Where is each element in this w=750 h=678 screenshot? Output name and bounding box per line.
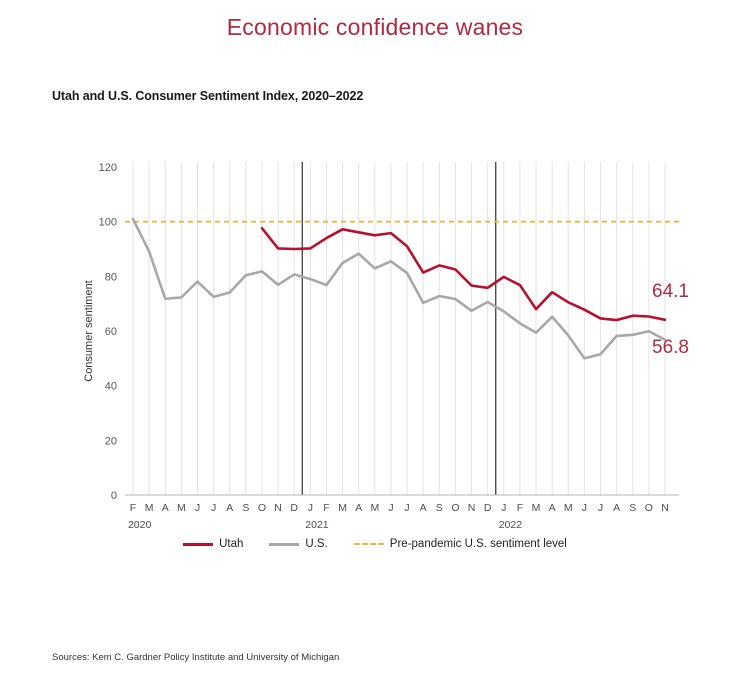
x-tick-label-month: O	[451, 502, 459, 514]
x-tick-label-month: F	[130, 502, 136, 514]
x-tick-label-year: 2021	[305, 519, 329, 531]
x-tick-label-month: J	[195, 502, 200, 514]
x-tick-label-month: A	[420, 502, 427, 514]
x-tick-label-month: M	[177, 502, 186, 514]
legend-label-utah: Utah	[219, 538, 244, 550]
gridlines	[132, 162, 666, 495]
x-tick-label-month: N	[468, 502, 476, 514]
x-tick-label-month: O	[258, 502, 266, 514]
x-tick-label-month: N	[274, 502, 282, 514]
x-axis-year-labels: 2020 2021 2022	[128, 519, 522, 531]
x-tick-label-month: D	[484, 502, 492, 514]
legend-label-us: U.S.	[305, 538, 328, 550]
x-tick-label-month: A	[162, 502, 169, 514]
legend-swatch-us-icon	[269, 542, 300, 546]
x-tick-label-month: A	[549, 502, 556, 514]
x-tick-label-month: A	[355, 502, 362, 514]
x-tick-label-month: A	[226, 502, 233, 514]
legend-swatch-utah-icon	[183, 542, 214, 546]
x-tick-label-month: S	[629, 502, 636, 514]
legend-label-prepandemic: Pre-pandemic U.S. sentiment level	[389, 538, 567, 550]
x-tick-label-month: F	[323, 502, 329, 514]
y-tick-label: 0	[111, 490, 117, 502]
legend-item-us: U.S.	[269, 538, 328, 550]
y-axis-title-text: Consumer sentiment	[83, 280, 95, 382]
x-tick-label-year: 2020	[128, 519, 152, 531]
x-tick-label-month: J	[388, 502, 393, 514]
x-tick-label-month: J	[501, 502, 506, 514]
utah-end-value-label: 64.1	[652, 281, 689, 302]
us-end-value-label: 56.8	[652, 337, 689, 358]
data-series-lines	[131, 217, 667, 360]
legend-item-utah: Utah	[183, 538, 243, 550]
series-line-utah	[260, 226, 667, 322]
x-tick-label-month: D	[290, 502, 298, 514]
x-tick-label-month: J	[211, 502, 216, 514]
y-tick-label: 80	[105, 271, 117, 283]
y-tick-label: 40	[105, 381, 117, 393]
y-tick-label: 100	[99, 217, 117, 229]
x-tick-label-year: 2022	[499, 519, 523, 531]
x-tick-label-month: O	[645, 502, 653, 514]
y-tick-label: 60	[105, 326, 117, 338]
x-tick-label-month: J	[308, 502, 313, 514]
x-tick-label-month: S	[242, 502, 249, 514]
x-tick-label-month: M	[145, 502, 154, 514]
x-tick-label-month: M	[564, 502, 573, 514]
y-axis-tick-labels: 0 20 40 60 80 100 120	[99, 162, 117, 502]
chart-subtitle: Utah and U.S. Consumer Sentiment Index, …	[52, 89, 364, 103]
x-tick-label-month: S	[436, 502, 443, 514]
series-line-us	[131, 217, 667, 360]
legend-swatch-prepandemic-icon	[353, 543, 384, 545]
x-tick-label-month: J	[404, 502, 409, 514]
x-tick-label-month: M	[370, 502, 379, 514]
x-tick-label-month: M	[532, 502, 541, 514]
x-tick-label-month: A	[613, 502, 620, 514]
page-title: Economic confidence wanes	[226, 14, 524, 40]
sources-note: Sources: Kem C. Gardner Policy Institute…	[52, 652, 340, 663]
x-tick-label-month: J	[582, 502, 587, 514]
legend-item-prepandemic: Pre-pandemic U.S. sentiment level	[353, 538, 567, 550]
y-tick-label: 120	[99, 162, 117, 174]
x-tick-label-month: N	[661, 502, 669, 514]
year-divider-lines	[301, 162, 497, 495]
x-tick-label-month: F	[517, 502, 523, 514]
chart-legend: Utah U.S. Pre-pandemic U.S. sentiment le…	[0, 538, 750, 550]
x-tick-label-month: J	[598, 502, 603, 514]
y-axis-title: Consumer sentiment	[83, 280, 95, 382]
y-tick-label: 20	[105, 435, 117, 447]
x-tick-label-month: M	[338, 502, 347, 514]
